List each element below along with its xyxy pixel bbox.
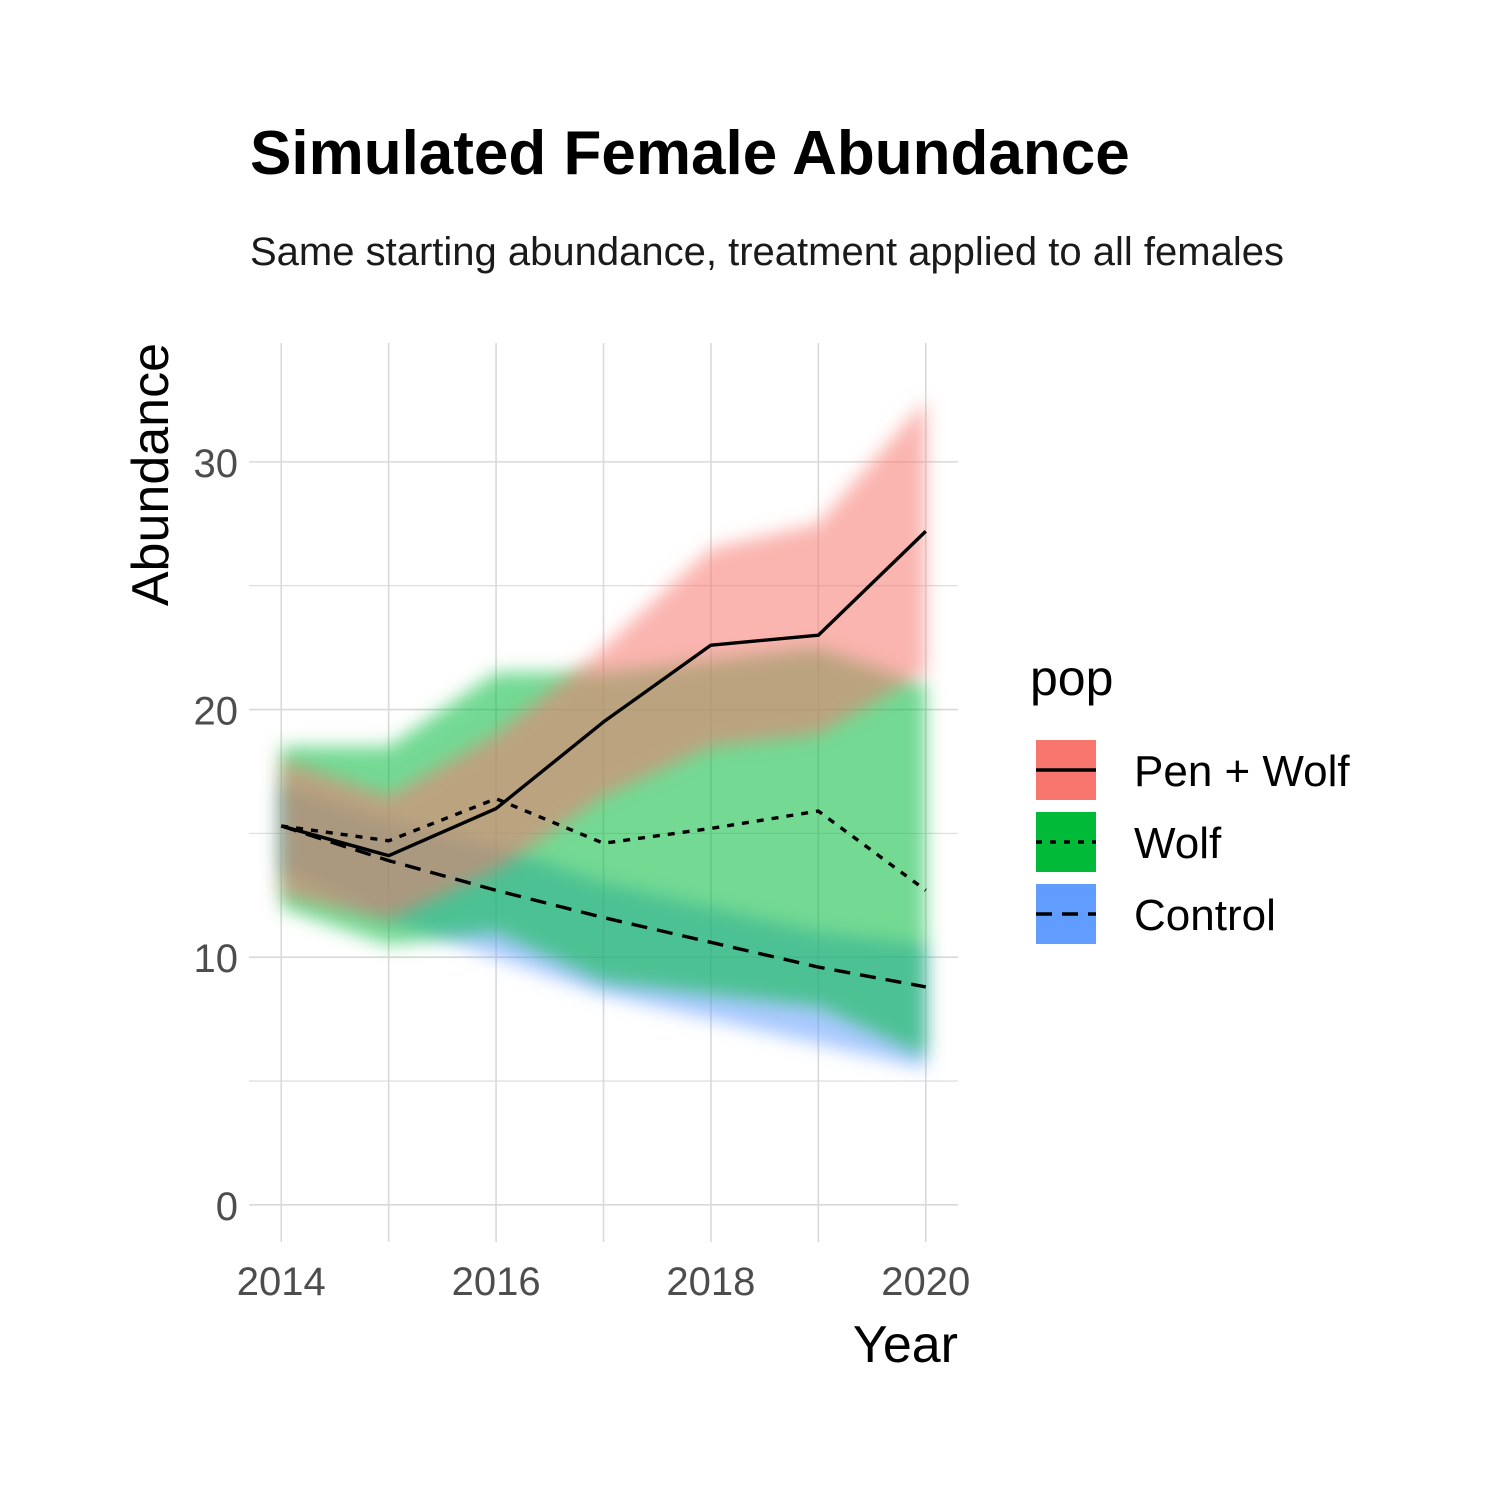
legend-label: Wolf	[1134, 819, 1222, 868]
x-axis-title: Year	[853, 1316, 958, 1374]
line-layer	[280, 529, 927, 989]
band-pen-wolf	[281, 399, 926, 921]
chart-subtitle: Same starting abundance, treatment appli…	[250, 230, 1284, 274]
series-line-control	[280, 824, 927, 989]
legend-layer: pop Pen + Wolf Wolf Control	[1030, 650, 1350, 944]
series-line-wolf	[280, 796, 927, 892]
legend-label: Pen + Wolf	[1134, 747, 1350, 796]
x-tick-label: 2016	[452, 1260, 541, 1304]
x-tick-label: 2018	[666, 1260, 755, 1304]
legend-label: Control	[1134, 891, 1276, 940]
chart-title: Simulated Female Abundance	[250, 119, 1130, 188]
series-line-pen-wolf	[280, 529, 927, 858]
y-tick-label: 10	[194, 937, 239, 981]
y-axis-title: Abundance	[122, 343, 180, 606]
x-tick-label: 2020	[881, 1260, 970, 1304]
y-tick-label: 0	[216, 1185, 238, 1229]
y-tick-label: 30	[194, 442, 239, 486]
axis-layer: 0 10 20 30 2014 2016 2018 2020 Year Abundance	[122, 343, 970, 1374]
legend-title: pop	[1030, 650, 1113, 706]
y-tick-label: 20	[194, 690, 239, 734]
x-tick-label: 2014	[237, 1260, 326, 1304]
